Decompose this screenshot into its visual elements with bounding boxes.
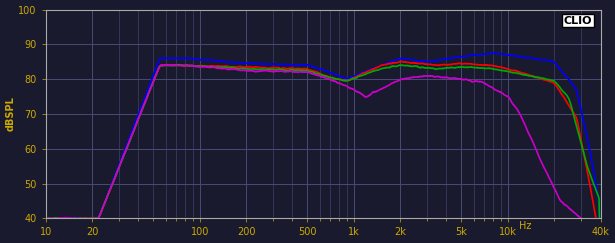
Y-axis label: dBSPL: dBSPL: [6, 96, 15, 131]
Text: Hz: Hz: [520, 220, 532, 231]
Text: CLIO: CLIO: [564, 16, 592, 26]
